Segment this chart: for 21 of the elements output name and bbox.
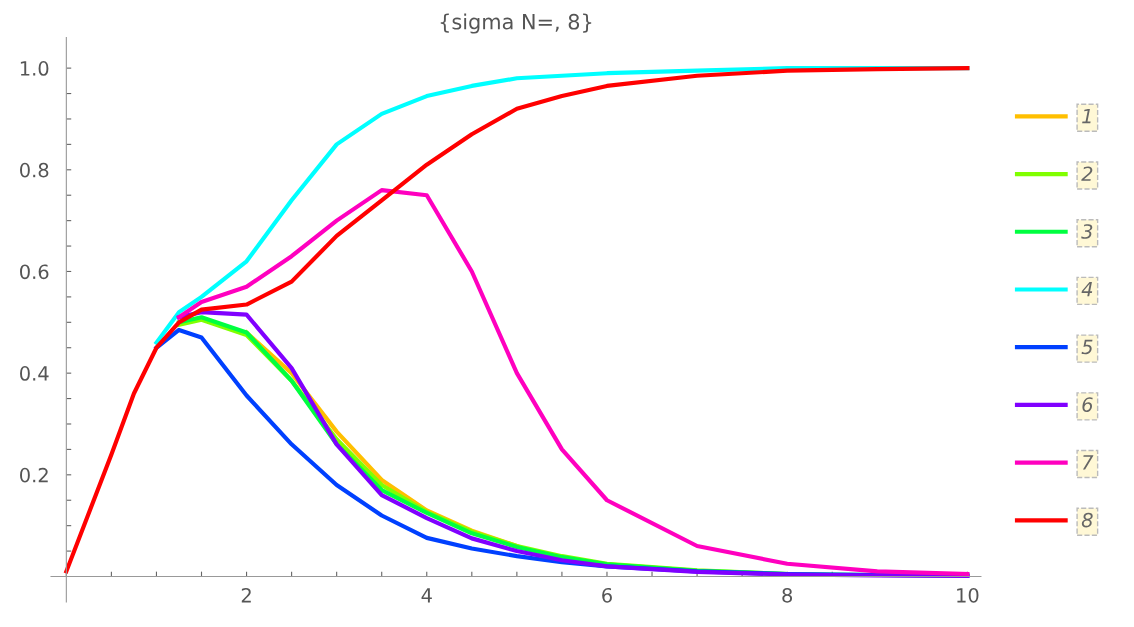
x-tick-label: 6: [602, 587, 612, 603]
legend-label: 5: [1081, 339, 1093, 355]
legend-label: 2: [1081, 166, 1093, 181]
legend-label: 4: [1081, 282, 1093, 297]
y-tick-label: 1.0: [20, 61, 49, 76]
x-tick-label: 2: [241, 587, 251, 603]
line-series: [64, 66, 970, 574]
y-tick-label: 0.4: [20, 366, 49, 381]
legend-label: 3: [1081, 224, 1093, 239]
chart-title: {sigma N=, 8}: [440, 13, 592, 34]
x-tick-label: 4: [421, 588, 432, 603]
legend-label: 1: [1082, 108, 1091, 124]
y-tick-label: 0.8: [20, 162, 49, 178]
legend-label: 6: [1082, 397, 1093, 412]
x-tick-label: 8: [782, 587, 793, 603]
x-tick-label: 10: [957, 587, 979, 603]
legend-label: 7: [1082, 455, 1094, 470]
legend-label: 8: [1081, 512, 1093, 528]
y-tick-label: 0.6: [20, 264, 49, 280]
y-tick-label: 0.2: [20, 467, 48, 483]
line-series: [176, 188, 970, 577]
